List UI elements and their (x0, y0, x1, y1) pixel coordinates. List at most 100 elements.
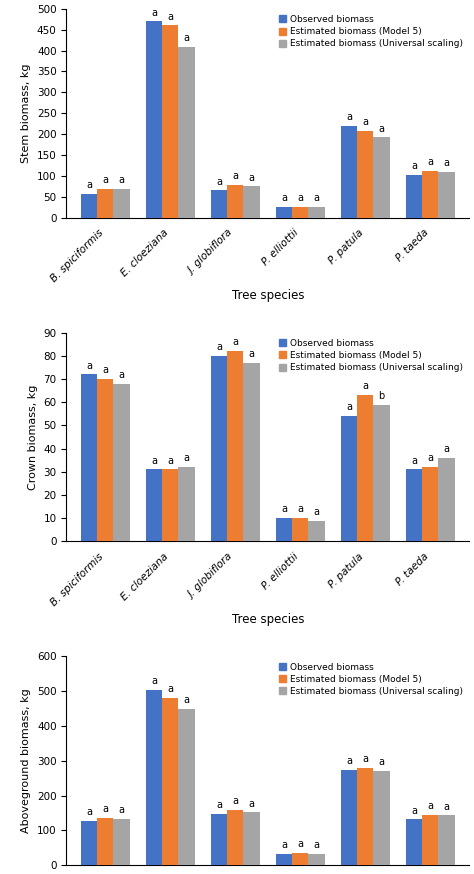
Bar (244, 812, 260, 865)
Text: a: a (346, 112, 352, 122)
Bar (309, 521, 325, 542)
Text: a: a (167, 684, 173, 694)
Text: a: a (444, 158, 449, 168)
Text: a: a (379, 123, 384, 134)
Bar (162, 25, 178, 218)
Bar (309, 207, 325, 218)
Bar (162, 698, 178, 865)
Text: a: a (118, 370, 125, 380)
Bar (422, 468, 438, 542)
Text: a: a (313, 840, 319, 850)
Bar (97, 190, 113, 218)
Bar (357, 131, 374, 218)
Text: a: a (232, 337, 238, 347)
Bar (146, 469, 162, 542)
Bar (211, 814, 227, 865)
Bar (276, 207, 292, 218)
Bar (406, 819, 422, 865)
Bar (97, 818, 113, 865)
Text: a: a (86, 807, 92, 817)
Bar (276, 518, 292, 542)
Bar (178, 709, 195, 865)
Text: a: a (362, 381, 368, 392)
Bar (113, 190, 130, 218)
Text: a: a (216, 342, 222, 352)
Bar (422, 815, 438, 865)
Text: a: a (411, 161, 417, 170)
Text: a: a (102, 365, 109, 375)
Text: a: a (346, 756, 352, 766)
Text: a: a (118, 176, 125, 185)
Text: a: a (167, 11, 173, 22)
Text: a: a (102, 176, 109, 185)
Text: a: a (216, 177, 222, 187)
Legend: Observed biomass, Estimated biomass (Model 5), Estimated biomass (Universal scal: Observed biomass, Estimated biomass (Mod… (277, 661, 465, 697)
Y-axis label: Stem biomass, kg: Stem biomass, kg (21, 64, 31, 163)
Bar (357, 767, 374, 865)
Bar (211, 356, 227, 542)
Bar (309, 854, 325, 865)
Text: a: a (167, 455, 173, 466)
Text: a: a (346, 402, 352, 413)
Text: a: a (313, 193, 319, 204)
Bar (374, 405, 390, 542)
Text: a: a (216, 800, 222, 810)
Bar (374, 137, 390, 218)
Bar (406, 175, 422, 218)
Text: a: a (411, 806, 417, 815)
Bar (292, 853, 309, 865)
Text: a: a (248, 799, 255, 808)
Bar (438, 171, 455, 218)
Bar (292, 207, 309, 218)
Text: a: a (232, 796, 238, 807)
Text: a: a (86, 180, 92, 190)
Bar (374, 771, 390, 865)
Text: a: a (427, 454, 433, 463)
Bar (81, 821, 97, 865)
Text: a: a (427, 801, 433, 811)
Text: b: b (378, 391, 385, 401)
Bar (81, 374, 97, 542)
Bar (341, 770, 357, 865)
Text: a: a (118, 805, 125, 815)
X-axis label: Tree species: Tree species (232, 614, 304, 626)
X-axis label: Tree species: Tree species (232, 289, 304, 302)
Text: a: a (362, 117, 368, 128)
Bar (178, 468, 195, 542)
Bar (438, 458, 455, 542)
Bar (244, 186, 260, 218)
Bar (244, 363, 260, 542)
Bar (422, 170, 438, 218)
Bar (227, 185, 244, 218)
Bar (113, 819, 130, 865)
Text: a: a (444, 801, 449, 812)
Text: a: a (183, 695, 190, 704)
Bar (211, 191, 227, 218)
Bar (227, 351, 244, 542)
Text: a: a (362, 754, 368, 764)
Text: a: a (281, 193, 287, 204)
Bar (113, 384, 130, 542)
Text: a: a (297, 839, 303, 850)
Bar (341, 126, 357, 218)
Text: a: a (281, 841, 287, 850)
Text: a: a (313, 507, 319, 517)
Text: a: a (297, 193, 303, 204)
Bar (97, 379, 113, 542)
Text: a: a (151, 455, 157, 466)
Text: a: a (86, 361, 92, 371)
Legend: Observed biomass, Estimated biomass (Model 5), Estimated biomass (Universal scal: Observed biomass, Estimated biomass (Mod… (277, 337, 465, 374)
Text: a: a (427, 157, 433, 167)
Text: a: a (444, 444, 449, 454)
Bar (146, 690, 162, 865)
Bar (341, 416, 357, 542)
Y-axis label: Crown biomass, kg: Crown biomass, kg (28, 385, 38, 489)
Bar (146, 21, 162, 218)
Text: a: a (379, 758, 384, 767)
Bar (406, 469, 422, 542)
Bar (292, 518, 309, 542)
Text: a: a (297, 504, 303, 515)
Bar (178, 47, 195, 218)
Bar (276, 854, 292, 865)
Text: a: a (151, 676, 157, 686)
